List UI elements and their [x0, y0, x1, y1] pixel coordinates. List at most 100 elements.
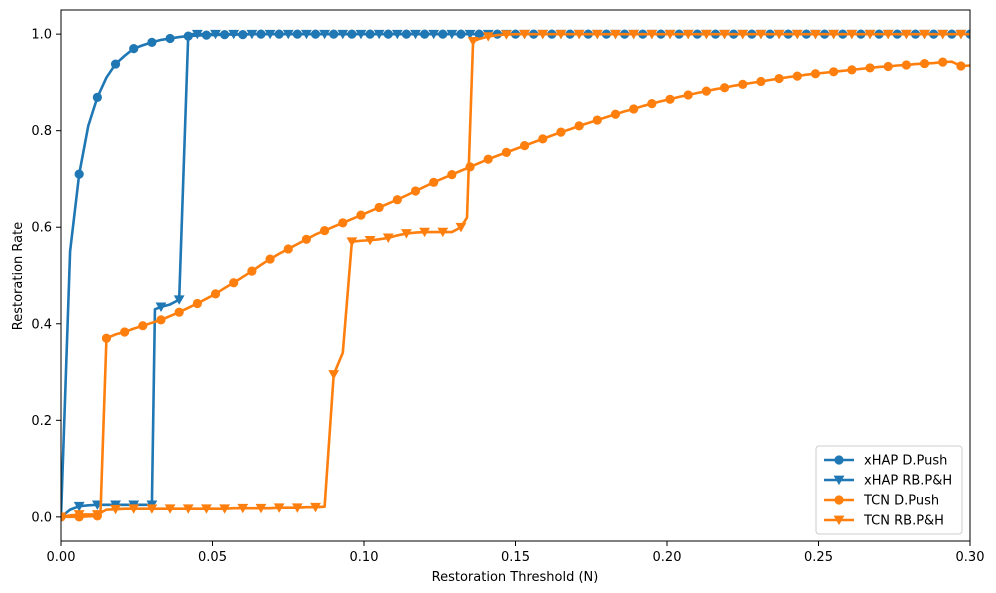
- data-point: [791, 29, 803, 40]
- data-point: [664, 29, 676, 40]
- data-point: [846, 29, 858, 40]
- data-point: [755, 29, 767, 40]
- data-point: [900, 29, 912, 40]
- data-point: [364, 235, 376, 246]
- data-point: [774, 73, 784, 84]
- data-point: [482, 32, 494, 42]
- data-point: [792, 71, 802, 81]
- data-point: [74, 169, 84, 179]
- data-point: [346, 237, 358, 247]
- data-point: [519, 29, 530, 40]
- data-point: [391, 29, 403, 40]
- data-point: [592, 115, 602, 125]
- data-point: [419, 227, 430, 238]
- data-point: [382, 233, 394, 243]
- data-point: [355, 29, 367, 40]
- x-axis-label: Restoration Threshold (N): [432, 570, 599, 585]
- data-point: [73, 501, 85, 512]
- x-tick-label: 0.05: [198, 550, 227, 565]
- data-point: [120, 327, 130, 337]
- axes: 0.00 0.05 0.10 0.15 0.20 0.25 0.30 0.0 0.2 0.4 0.6…: [31, 9, 984, 565]
- data-point: [538, 134, 548, 144]
- data-point: [467, 37, 479, 47]
- data-point: [282, 29, 294, 40]
- data-point: [464, 29, 476, 40]
- data-point: [173, 295, 185, 305]
- data-point: [165, 33, 175, 44]
- legend-label: TCN RB.P&H: [863, 514, 944, 529]
- data-point: [610, 29, 621, 40]
- data-point: [700, 29, 712, 40]
- data-point: [156, 315, 166, 325]
- data-point: [447, 170, 457, 180]
- data-point: [255, 503, 267, 514]
- legend-marker: [834, 455, 844, 465]
- data-point: [264, 29, 276, 40]
- data-point: [519, 141, 530, 151]
- data-point: [556, 127, 566, 137]
- x-tick-label: 0.00: [47, 550, 76, 565]
- data-point: [883, 61, 893, 72]
- x-tick-label: 0.25: [804, 550, 833, 565]
- data-point: [446, 29, 458, 40]
- data-point: [310, 502, 321, 513]
- y-tick-label: 0.2: [31, 414, 52, 429]
- data-point: [101, 333, 112, 343]
- data-point: [110, 59, 121, 69]
- data-point: [128, 504, 140, 514]
- data-point: [201, 504, 212, 514]
- data-point: [919, 29, 930, 40]
- data-point: [246, 29, 258, 40]
- data-point: [938, 57, 948, 67]
- data-point: [919, 58, 930, 69]
- data-point: [356, 210, 366, 220]
- data-point: [229, 278, 239, 288]
- series-2: [61, 57, 970, 522]
- legend-marker: [833, 475, 845, 486]
- data-point: [555, 29, 567, 40]
- y-tick-label: 0.4: [31, 317, 52, 332]
- data-point: [91, 510, 103, 520]
- data-point: [138, 321, 148, 331]
- data-point: [683, 90, 693, 100]
- data-point: [174, 307, 184, 317]
- data-point: [155, 302, 167, 313]
- data-point: [629, 104, 639, 114]
- data-point: [610, 109, 621, 119]
- data-point: [737, 29, 749, 40]
- data-point: [374, 202, 384, 213]
- y-tick-label: 1.0: [31, 28, 52, 43]
- legend-item: TCN RB.P&H: [824, 514, 944, 529]
- y-tick-label: 0.6: [31, 221, 52, 236]
- data-point: [129, 44, 139, 54]
- y-tick-label: 0.8: [31, 124, 52, 139]
- data-point: [829, 67, 839, 77]
- data-point: [228, 29, 240, 40]
- legend-label: xHAP RB.P&H: [864, 474, 952, 489]
- data-point: [73, 510, 85, 520]
- data-point: [410, 29, 421, 40]
- data-point: [273, 503, 285, 513]
- data-point: [291, 503, 303, 513]
- data-point: [247, 266, 257, 276]
- data-point: [337, 29, 349, 40]
- data-point: [210, 29, 221, 40]
- series-group: [61, 29, 970, 522]
- data-point: [719, 29, 730, 40]
- data-point: [301, 234, 312, 244]
- data-point: [646, 29, 658, 40]
- data-point: [955, 29, 967, 40]
- data-point: [210, 289, 221, 299]
- data-point: [373, 29, 385, 40]
- data-point: [810, 69, 821, 79]
- data-point: [937, 29, 949, 40]
- data-point: [191, 29, 203, 40]
- data-point: [501, 147, 512, 158]
- y-tick-label: 0.0: [31, 510, 52, 525]
- data-point: [182, 504, 194, 514]
- data-point: [956, 61, 966, 71]
- data-point: [573, 29, 585, 40]
- data-point: [738, 79, 748, 89]
- data-point: [61, 512, 67, 522]
